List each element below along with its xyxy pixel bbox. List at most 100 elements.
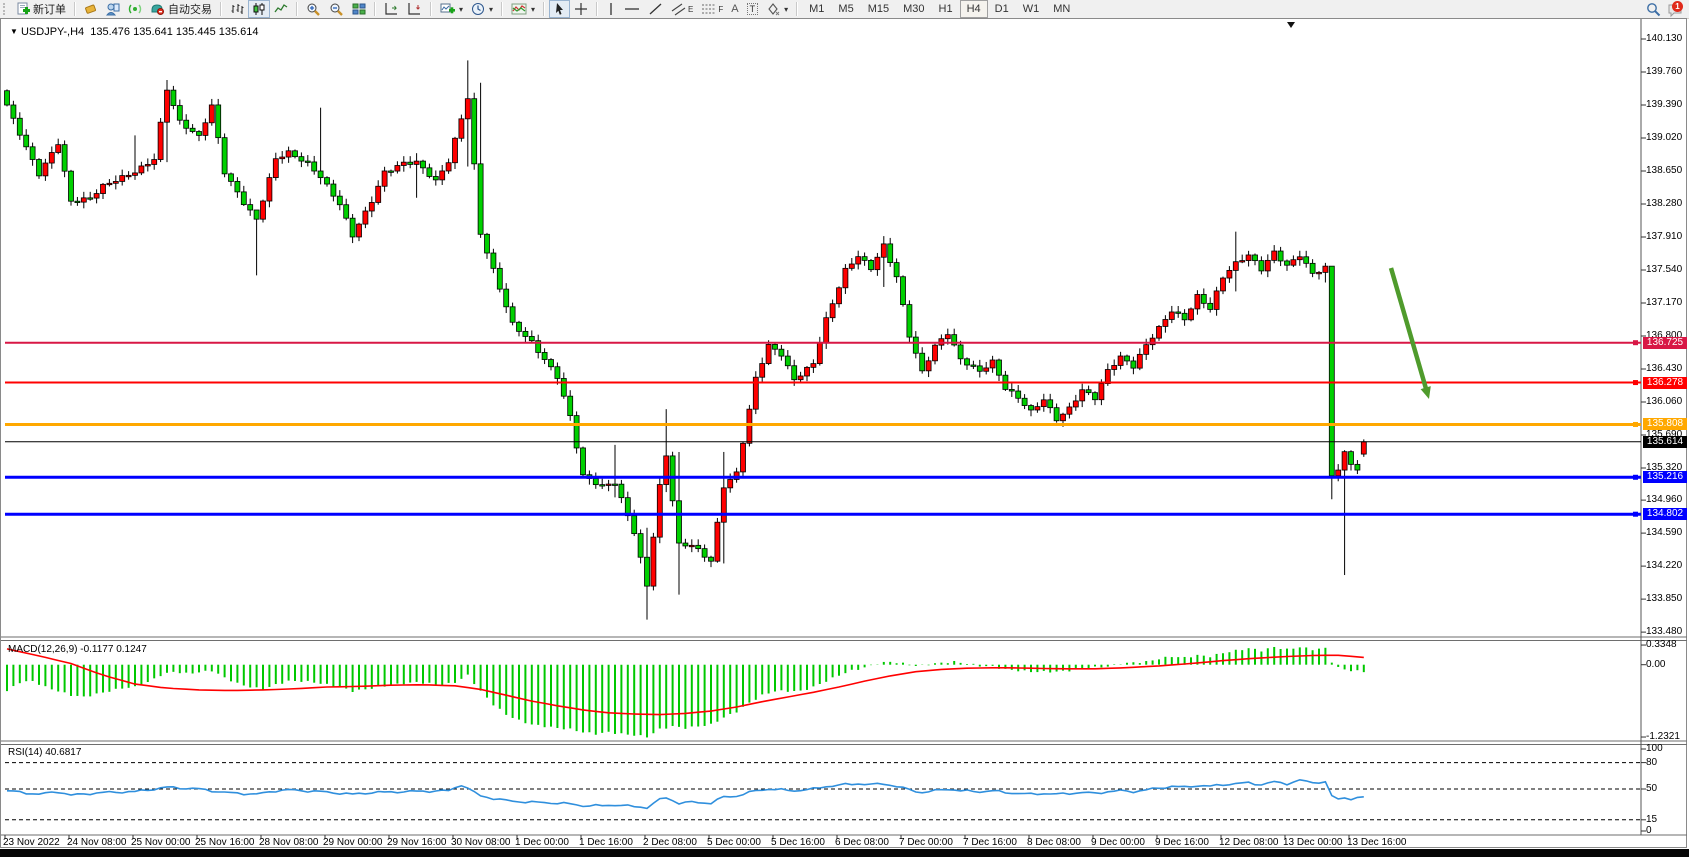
candlestick-bullish — [400, 161, 407, 166]
line-handle[interactable] — [1633, 511, 1638, 517]
line-handle[interactable] — [1633, 380, 1638, 386]
crosshair-tool-button[interactable] — [570, 0, 592, 18]
periods-button[interactable]: ▾ — [467, 0, 497, 18]
candlestick-bullish — [1296, 256, 1303, 261]
timeframe-mn-button[interactable]: MN — [1053, 3, 1071, 15]
candlestick-bullish — [663, 455, 670, 485]
new-chart-button[interactable]: ▾ — [436, 0, 467, 18]
vertical-line-tool-button[interactable] — [602, 0, 620, 18]
candlestick-bearish — [503, 288, 510, 308]
zoom-out-button[interactable] — [325, 0, 348, 18]
candlestick-bearish — [951, 334, 958, 346]
toolbar-grip[interactable] — [3, 3, 8, 15]
price-tick-label: 137.170 — [1646, 297, 1683, 308]
rsi-tick-label: 15 — [1646, 813, 1658, 825]
arrows-tool-button[interactable]: ▾ — [762, 0, 792, 18]
candlestick-bearish — [1328, 265, 1335, 477]
horizontal-line-tool-button[interactable] — [620, 0, 644, 18]
timeframe-m1-button[interactable]: M1 — [809, 3, 825, 15]
candlestick-bullish — [797, 375, 804, 381]
styler-button[interactable] — [80, 0, 102, 18]
candlestick-mode-button[interactable] — [248, 0, 270, 18]
candlestick-bearish — [868, 259, 874, 271]
trendline-tool-button[interactable] — [644, 0, 667, 18]
timeframe-d1-button[interactable]: D1 — [994, 3, 1009, 15]
candlestick-bearish — [221, 137, 228, 175]
profiles-button[interactable] — [102, 0, 124, 18]
candlestick-bearish — [61, 144, 68, 172]
candlestick-bearish — [247, 204, 254, 211]
toolbar-separator — [374, 2, 376, 16]
search-icon[interactable] — [1646, 2, 1661, 17]
time-tick-label: 29 Nov 00:00 — [323, 837, 383, 848]
bottom-edge-strip — [0, 849, 1689, 857]
line-chart-mode-button[interactable] — [270, 0, 292, 18]
signals-button[interactable] — [124, 0, 146, 18]
line-handle[interactable] — [1633, 421, 1638, 427]
candlestick-bearish — [496, 267, 503, 290]
candlestick-bullish — [1335, 469, 1342, 477]
time-tick-label: 30 Nov 08:00 — [451, 837, 511, 848]
dropdown-caret: ▾ — [489, 4, 494, 14]
candlestick-bullish — [144, 164, 151, 167]
line-handle[interactable] — [1633, 474, 1638, 480]
toolbar-separator — [220, 2, 222, 16]
candlestick-bearish — [631, 515, 638, 535]
candlestick-bearish — [599, 484, 606, 487]
label-tool-button[interactable]: T — [743, 0, 763, 18]
candlestick-bullish — [823, 317, 830, 344]
price-tick-label: 134.590 — [1646, 527, 1683, 539]
candlestick-bearish — [324, 177, 330, 185]
timeframe-m15-button[interactable]: M15 — [867, 3, 890, 15]
horizontal-line-icon — [625, 8, 640, 10]
candlestick-bullish — [55, 144, 62, 153]
candlestick-bearish — [708, 556, 714, 562]
candlestick-bullish — [138, 165, 145, 174]
timeframe-w1-button[interactable]: W1 — [1022, 3, 1040, 15]
price-tick-label: 137.910 — [1646, 231, 1683, 242]
chart-collapse-icon[interactable]: ▼ — [10, 27, 18, 36]
channel-tool-button[interactable]: E — [667, 0, 697, 18]
notification-badge[interactable]: 1 — [1672, 1, 1683, 12]
candlestick-bearish — [1085, 389, 1092, 394]
candlestick-bearish — [183, 119, 190, 129]
chart-shift-button[interactable] — [403, 0, 426, 18]
new-order-button[interactable]: 新订单 — [12, 0, 70, 18]
timeframe-h1-button[interactable]: H1 — [938, 3, 953, 15]
autotrading-button[interactable]: 自动交易 — [146, 0, 216, 18]
candlestick-bullish — [810, 363, 817, 368]
timeframe-h4-button[interactable]: H4 — [959, 0, 988, 18]
candlestick-bullish — [1162, 319, 1169, 327]
line-handle[interactable] — [1633, 340, 1638, 346]
rsi-indicator-label: RSI(14) 40.6817 — [8, 747, 82, 758]
fibonacci-tool-button[interactable]: F — [697, 0, 727, 18]
macd-tick-label: 0.00 — [1646, 658, 1666, 670]
indicators-button[interactable]: ▾ — [507, 0, 539, 18]
candlestick-bearish — [215, 104, 222, 139]
candlestick-icon — [253, 3, 265, 15]
trend-arrow[interactable] — [1388, 267, 1429, 392]
chart-shift-marker[interactable] — [1287, 22, 1295, 28]
level-price-tag: 136.725 — [1643, 336, 1687, 349]
price-tick-label: 133.850 — [1646, 593, 1683, 605]
autotrading-icon — [151, 4, 164, 15]
price-tick-label: 135.320 — [1646, 462, 1683, 473]
trend-arrow-head[interactable] — [1420, 386, 1431, 399]
tile-windows-button[interactable] — [348, 0, 370, 18]
timeframe-m5-button[interactable]: M5 — [838, 3, 854, 15]
level-price-tag: 135.808 — [1643, 418, 1687, 431]
cursor-tool-button[interactable] — [549, 0, 571, 18]
line-chart-icon — [274, 4, 288, 13]
candlestick-bearish — [567, 395, 574, 417]
zoom-in-button[interactable] — [302, 0, 325, 18]
candlestick-bullish — [650, 536, 657, 587]
text-tool-button[interactable]: A — [727, 0, 742, 18]
auto-scroll-button[interactable] — [380, 0, 403, 18]
bar-chart-mode-button[interactable] — [226, 0, 248, 18]
candlestick-bearish — [1175, 311, 1182, 314]
candlestick-bearish — [1047, 399, 1054, 409]
timeframe-m30-button[interactable]: M30 — [903, 3, 925, 15]
candlestick-bullish — [944, 334, 951, 340]
equidistant-channel-icon — [671, 3, 686, 16]
